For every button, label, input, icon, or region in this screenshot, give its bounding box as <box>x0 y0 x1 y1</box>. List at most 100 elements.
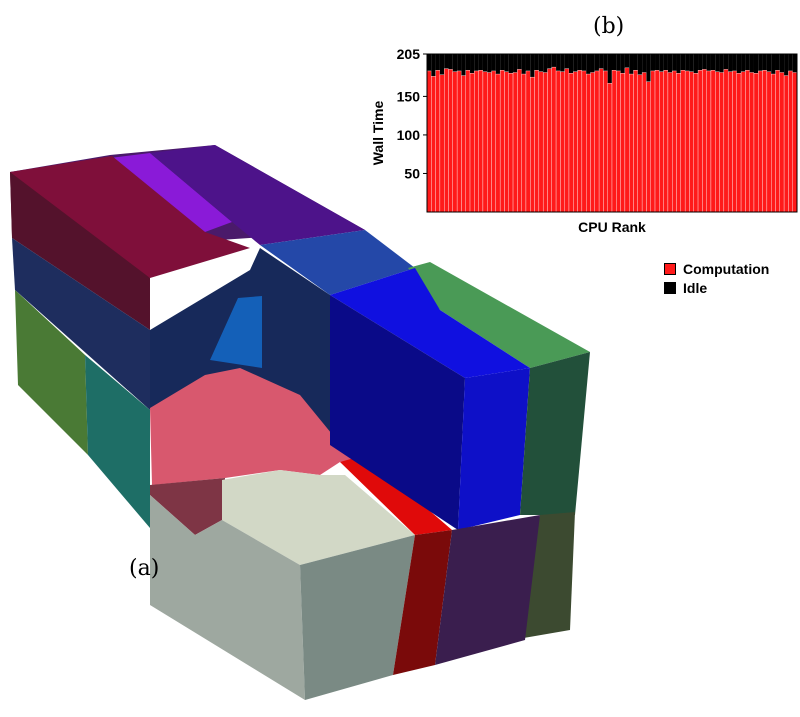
bar-computation <box>783 75 789 213</box>
bar-computation <box>560 71 565 213</box>
bar-computation <box>525 70 531 213</box>
bar-computation <box>753 73 759 213</box>
bar-computation <box>456 70 462 213</box>
bar-computation <box>465 70 471 213</box>
bar-computation <box>499 70 505 213</box>
bar-idle <box>775 54 780 71</box>
bar-computation <box>611 70 617 213</box>
bar-idle <box>650 54 656 71</box>
bar-idle <box>620 54 625 74</box>
bar-computation <box>633 70 638 213</box>
bar-idle <box>513 54 518 73</box>
bar-computation <box>762 70 768 213</box>
bar-idle <box>457 54 462 71</box>
bar-computation <box>586 73 591 213</box>
bar-idle <box>534 54 539 71</box>
bar-computation <box>654 70 660 213</box>
bar-idle <box>452 54 458 72</box>
bar-computation <box>542 72 548 213</box>
interior-cream <box>222 470 415 565</box>
top-violet-strip <box>110 153 232 232</box>
bar-computation <box>732 70 737 213</box>
bar-idle <box>667 54 673 73</box>
bar-idle <box>624 54 630 68</box>
bar-idle <box>547 54 552 69</box>
bar-idle <box>461 54 466 76</box>
bar-idle <box>715 54 720 72</box>
bar-computation <box>573 71 578 213</box>
bar-idle <box>465 54 471 71</box>
bar-computation <box>491 70 497 213</box>
bar-computation <box>530 76 535 213</box>
bar-idle <box>577 54 582 71</box>
bar-idle <box>646 54 651 82</box>
left-navy-slab <box>12 238 150 410</box>
bar-idle <box>560 54 565 72</box>
bar-idle <box>508 54 514 74</box>
bar-idle <box>431 54 436 77</box>
bar-computation <box>564 68 570 213</box>
bar-computation <box>624 67 630 213</box>
bar-computation <box>478 70 484 213</box>
bar-idle <box>581 54 587 71</box>
bar-idle <box>745 54 750 71</box>
bar-idle <box>719 54 724 73</box>
bar-computation <box>439 74 445 213</box>
bar-idle <box>612 54 617 71</box>
bar-idle <box>500 54 505 71</box>
bar-computation <box>667 72 673 213</box>
bar-idle <box>586 54 591 75</box>
bar-computation <box>482 71 488 213</box>
bar-idle <box>741 54 746 72</box>
top-green-strip <box>408 262 590 368</box>
bar-computation <box>663 70 669 213</box>
bar-computation <box>534 70 540 213</box>
y-tick-label: 205 <box>397 46 421 62</box>
bar-computation <box>577 70 583 213</box>
bar-idle <box>642 54 647 73</box>
bar-idle <box>543 54 548 73</box>
bar-computation <box>758 70 763 213</box>
bar-computation <box>590 72 595 213</box>
bar-computation <box>517 69 522 213</box>
bar-computation <box>684 70 690 213</box>
bar-idle <box>659 54 664 72</box>
interior-pink-steps <box>150 368 365 485</box>
bar-idle <box>521 54 526 75</box>
bar-idle <box>693 54 699 74</box>
legend-label-computation: Computation <box>683 260 770 277</box>
front-purple-face <box>435 515 540 665</box>
bar-idle <box>470 54 475 74</box>
bar-computation <box>616 70 621 213</box>
bar-idle <box>663 54 668 71</box>
interior-red-strip <box>340 455 452 535</box>
bar-computation <box>521 73 527 213</box>
wall-time-chart: 50 100 150 205 Wall Time CPU Rank <box>370 46 798 235</box>
front-grey-left <box>150 495 305 700</box>
bar-idle <box>530 54 535 78</box>
blue-block-top <box>330 268 530 378</box>
panel-label-a: (a) <box>129 556 160 581</box>
bar-computation <box>469 73 475 213</box>
bar-idle <box>568 54 574 74</box>
bar-idle <box>749 54 754 73</box>
left-teal-slab <box>85 355 150 528</box>
bar-computation <box>448 69 453 213</box>
bar-idle <box>698 54 703 71</box>
bar-computation <box>766 71 772 213</box>
bar-computation <box>736 73 742 213</box>
bar-idle <box>551 54 557 68</box>
bar-idle <box>685 54 690 71</box>
bar-computation <box>672 70 677 213</box>
bar-idle <box>573 54 578 72</box>
bar-computation <box>723 69 729 213</box>
bar-idle <box>762 54 767 71</box>
bar-computation <box>702 69 707 213</box>
y-tick-label: 50 <box>404 165 420 181</box>
bar-computation <box>740 71 746 213</box>
bar-computation <box>508 73 514 213</box>
bar-computation <box>504 71 509 213</box>
bar-idle <box>435 54 440 71</box>
bar-computation <box>603 70 608 213</box>
